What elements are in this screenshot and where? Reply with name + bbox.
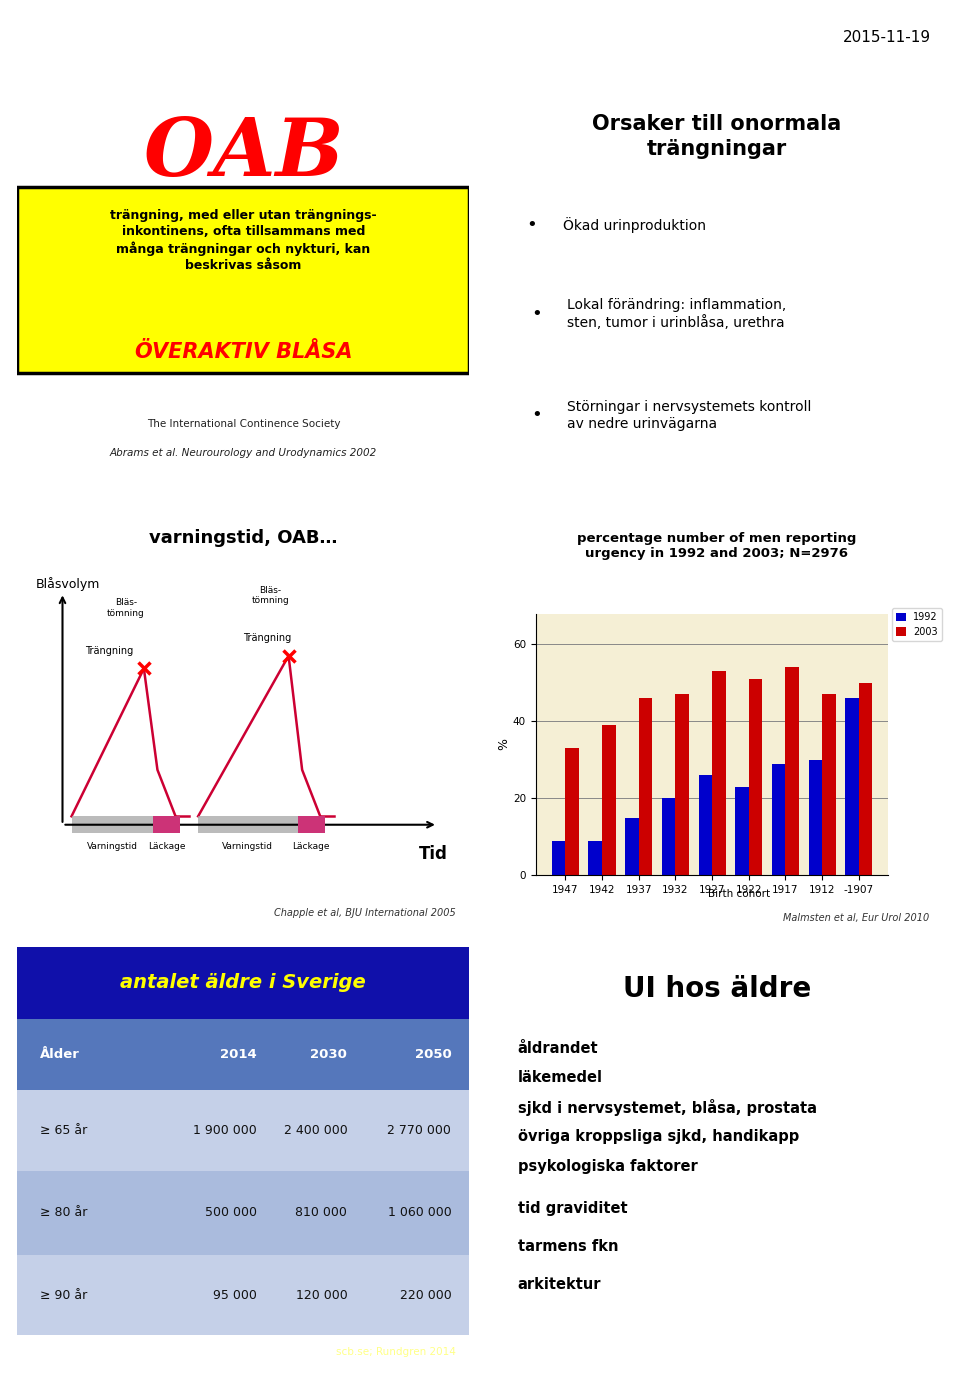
Bar — [638, 698, 653, 875]
Legend: 1992, 2003: 1992, 2003 — [892, 609, 942, 640]
Bar — [17, 1256, 469, 1336]
Text: ≥ 90 år: ≥ 90 år — [40, 1289, 87, 1301]
Text: scb.se; Rundgren 2014: scb.se; Rundgren 2014 — [336, 1347, 456, 1357]
Bar — [859, 683, 873, 875]
Bar — [298, 816, 324, 833]
Text: 810 000: 810 000 — [296, 1206, 348, 1220]
Text: ≥ 80 år: ≥ 80 år — [40, 1206, 87, 1220]
Text: arkitektur: arkitektur — [517, 1278, 601, 1292]
Text: 95 000: 95 000 — [213, 1289, 257, 1301]
Text: Läckage: Läckage — [148, 842, 185, 851]
Bar — [699, 776, 712, 875]
Bar — [846, 698, 859, 875]
Text: Orsaker till onormala
trängningar: Orsaker till onormala trängningar — [592, 115, 841, 159]
Text: Blåsvolym: Blåsvolym — [36, 577, 100, 591]
Bar — [153, 816, 180, 833]
FancyBboxPatch shape — [17, 187, 469, 373]
Text: 120 000: 120 000 — [296, 1289, 348, 1301]
Bar — [749, 679, 762, 875]
Text: varningstid, OAB…: varningstid, OAB… — [149, 528, 338, 546]
Text: åldrandet: åldrandet — [517, 1041, 598, 1055]
Text: ÖVERAKTIV BLÅSA: ÖVERAKTIV BLÅSA — [134, 342, 352, 362]
Bar — [661, 798, 676, 875]
Bar — [588, 841, 602, 875]
Text: 500 000: 500 000 — [204, 1206, 257, 1220]
Text: Chapple et al, BJU International 2005: Chapple et al, BJU International 2005 — [275, 909, 456, 918]
Bar — [17, 1090, 469, 1170]
Text: Ökad urinproduktion: Ökad urinproduktion — [563, 217, 706, 234]
Text: Bläs-
tömning: Bläs- tömning — [107, 599, 145, 618]
Text: Tid: Tid — [419, 845, 447, 863]
Bar — [565, 748, 579, 875]
Text: The International Continence Society: The International Continence Society — [147, 419, 340, 429]
Text: 2 770 000: 2 770 000 — [388, 1124, 451, 1137]
Text: psykologiska faktorer: psykologiska faktorer — [517, 1159, 697, 1174]
Bar — [198, 816, 298, 833]
Text: Lokal förändring: inflammation,
sten, tumor i urinblåsa, urethra: Lokal förändring: inflammation, sten, tu… — [567, 299, 786, 329]
Text: Trängning: Trängning — [85, 646, 133, 656]
Text: Abrams et al. Neurourology and Urodynamics 2002: Abrams et al. Neurourology and Urodynami… — [109, 448, 377, 458]
Text: Trängning: Trängning — [244, 633, 292, 643]
Text: tarmens fkn: tarmens fkn — [517, 1239, 618, 1254]
Text: trängning, med eller utan trängnings-
inkontinens, ofta tillsammans med
många tr: trängning, med eller utan trängnings- in… — [110, 209, 376, 271]
Text: Ålder: Ålder — [40, 1048, 80, 1061]
Text: övriga kroppsliga sjkd, handikapp: övriga kroppsliga sjkd, handikapp — [517, 1130, 799, 1144]
Bar — [625, 817, 638, 875]
Text: •: • — [531, 407, 542, 425]
Text: Varningstid: Varningstid — [86, 842, 137, 851]
Text: Birth cohort: Birth cohort — [708, 889, 770, 899]
Text: OAB: OAB — [143, 115, 344, 192]
Text: Malmsten et al, Eur Urol 2010: Malmsten et al, Eur Urol 2010 — [783, 913, 929, 922]
Text: •: • — [531, 306, 542, 324]
Bar — [17, 1019, 469, 1090]
Text: 2030: 2030 — [310, 1048, 348, 1061]
Text: 1 060 000: 1 060 000 — [388, 1206, 451, 1220]
Text: UI hos äldre: UI hos äldre — [622, 975, 811, 1003]
Bar — [808, 759, 822, 875]
Bar — [17, 1170, 469, 1256]
Y-axis label: %: % — [497, 739, 510, 751]
Bar — [772, 763, 785, 875]
Bar — [822, 694, 836, 875]
Bar — [552, 841, 565, 875]
Text: 2015-11-19: 2015-11-19 — [843, 30, 931, 44]
Text: 220 000: 220 000 — [399, 1289, 451, 1301]
Text: sjkd i nervsystemet, blåsa, prostata: sjkd i nervsystemet, blåsa, prostata — [517, 1099, 817, 1116]
Bar — [602, 725, 615, 875]
Bar — [676, 694, 689, 875]
Text: läkemedel: läkemedel — [517, 1070, 603, 1086]
Text: •: • — [527, 216, 538, 234]
Text: tid graviditet: tid graviditet — [517, 1202, 627, 1216]
Bar — [735, 787, 749, 875]
Text: Störningar i nervsystemets kontroll
av nedre urinvägarna: Störningar i nervsystemets kontroll av n… — [567, 400, 812, 430]
Bar — [785, 668, 799, 875]
Bar — [72, 816, 153, 833]
Text: 1 900 000: 1 900 000 — [193, 1124, 257, 1137]
Text: Varningstid: Varningstid — [223, 842, 274, 851]
Text: ≥ 65 år: ≥ 65 år — [40, 1124, 87, 1137]
Bar — [712, 671, 726, 875]
Text: 2 400 000: 2 400 000 — [283, 1124, 348, 1137]
Text: percentage number of men reporting
urgency in 1992 and 2003; N=2976: percentage number of men reporting urgen… — [577, 532, 856, 560]
Bar — [17, 947, 469, 1019]
Text: Bläs-
tömning: Bläs- tömning — [252, 586, 289, 606]
Text: 2050: 2050 — [415, 1048, 451, 1061]
Text: Läckage: Läckage — [293, 842, 330, 851]
Text: 2014: 2014 — [220, 1048, 257, 1061]
Text: antalet äldre i Sverige: antalet äldre i Sverige — [121, 974, 366, 992]
